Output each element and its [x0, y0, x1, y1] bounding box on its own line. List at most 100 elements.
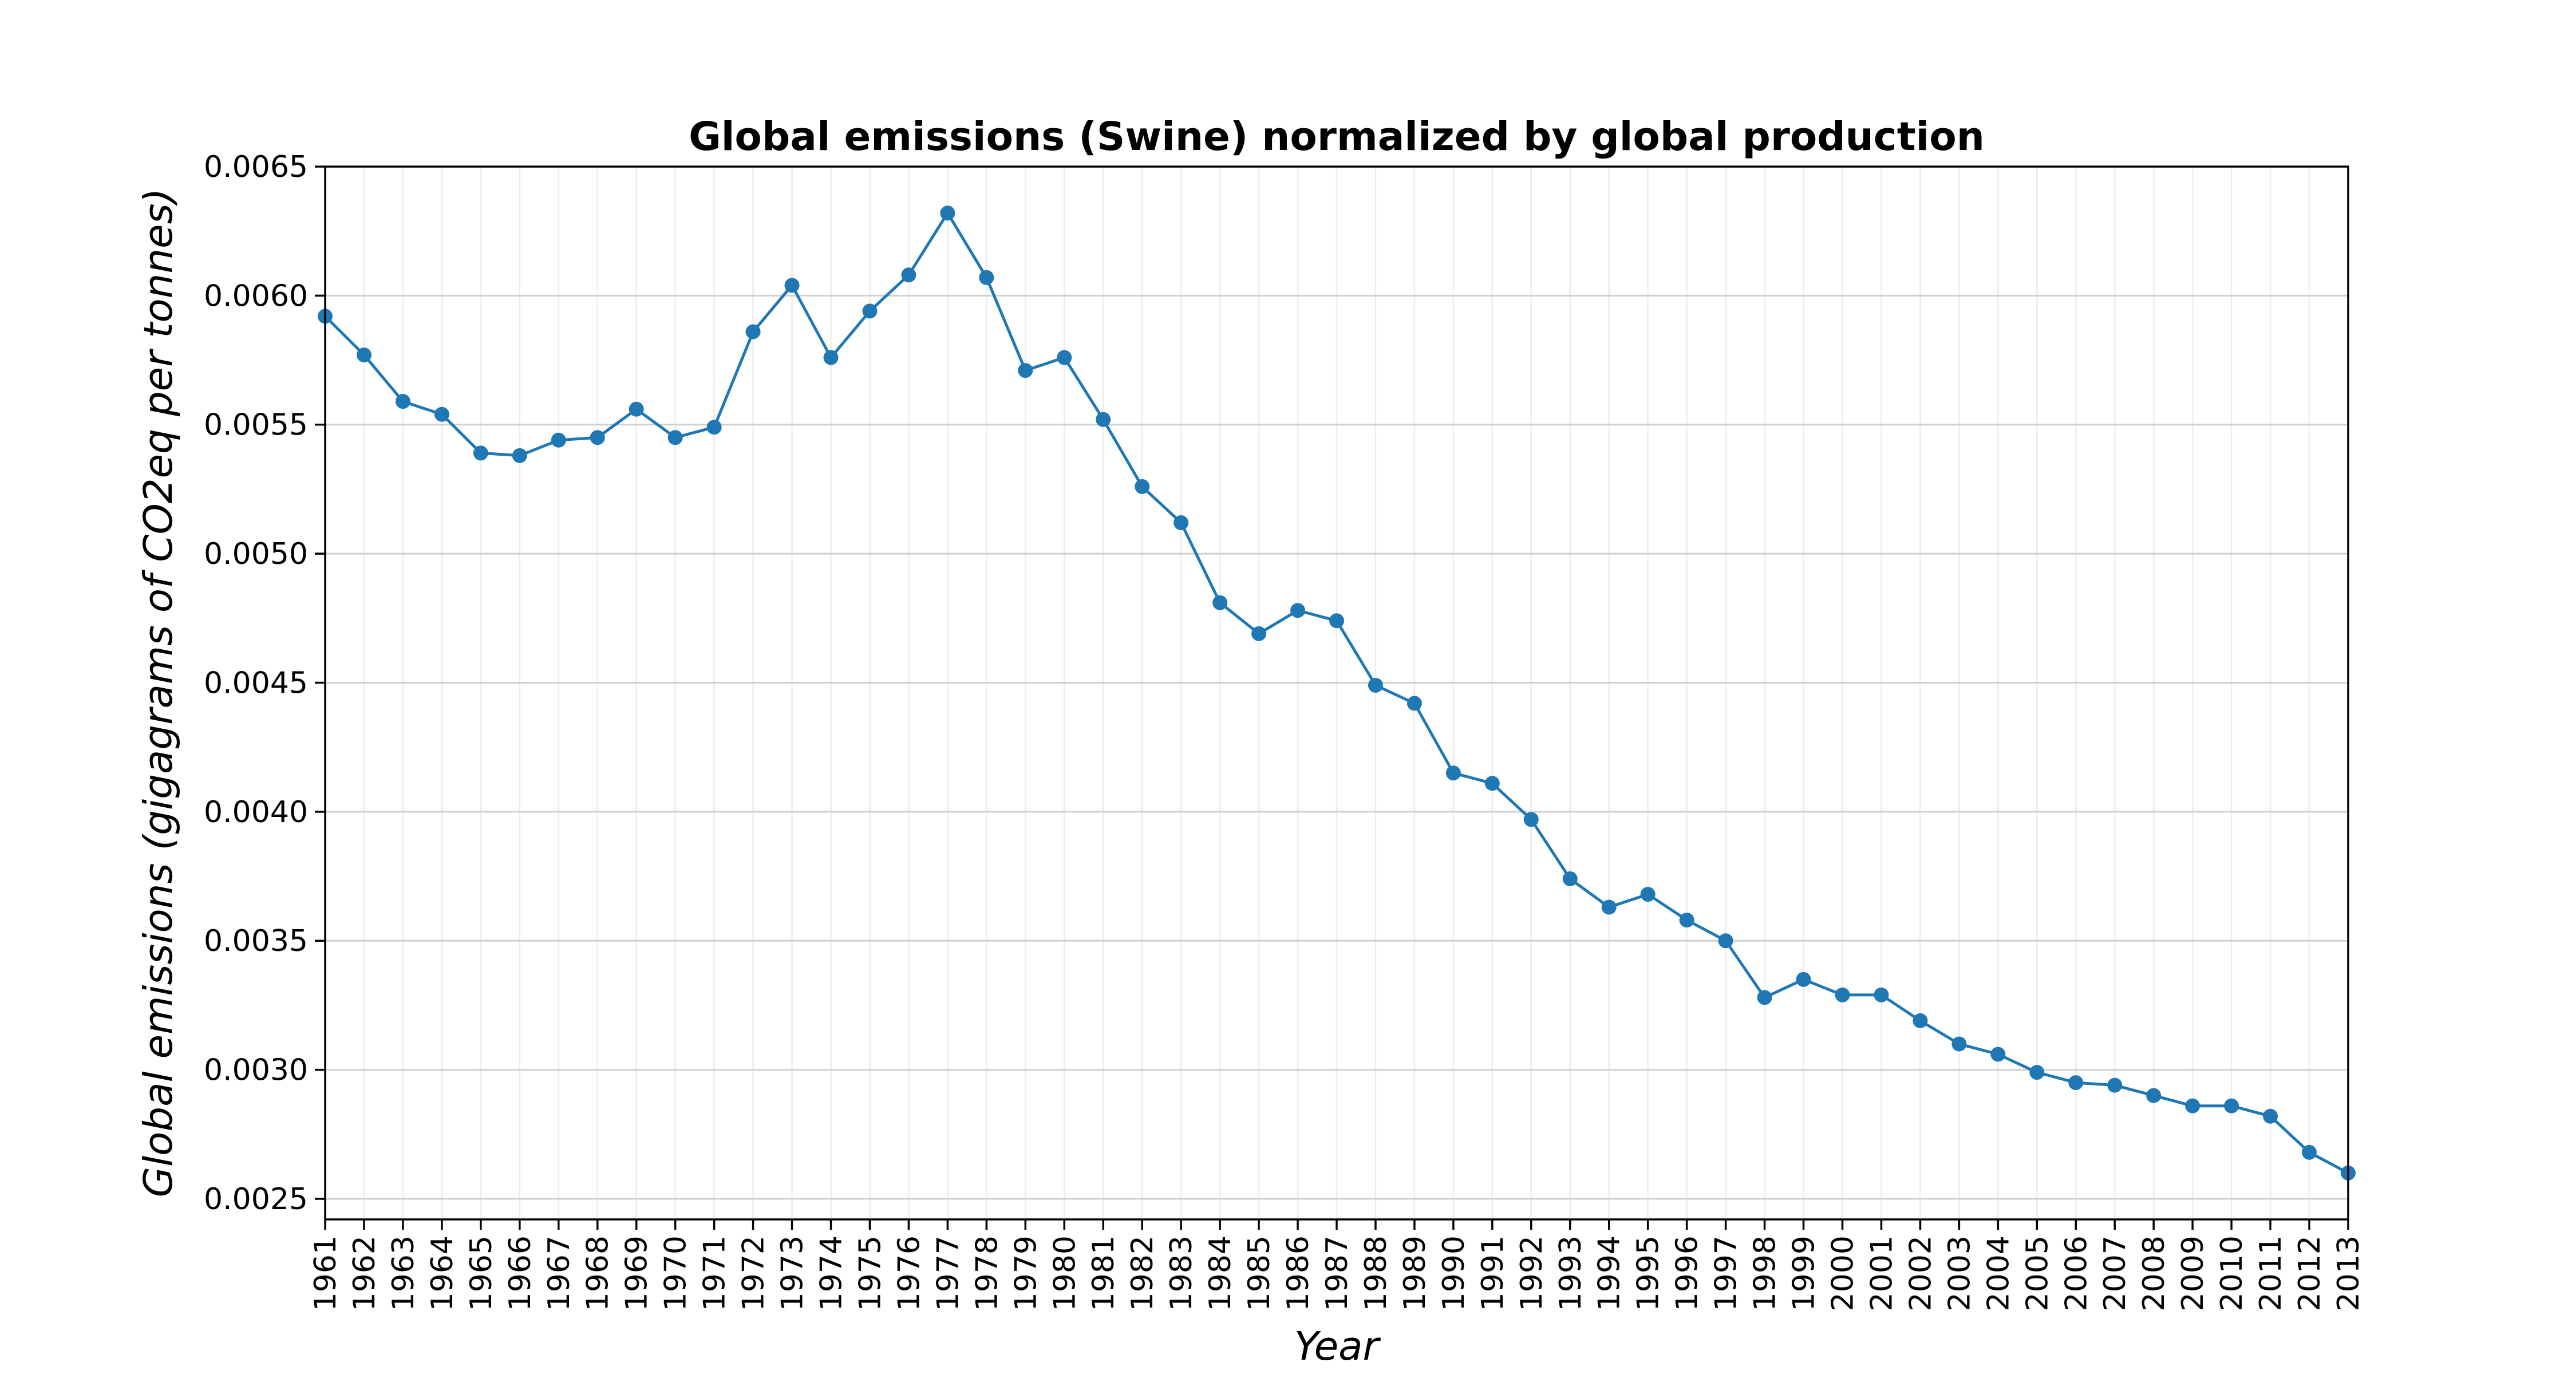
x-tick-label: 1979 — [1009, 1235, 1043, 1311]
data-point — [940, 206, 955, 221]
x-axis-label: Year — [1294, 1324, 1381, 1369]
data-point — [1874, 987, 1889, 1002]
data-point — [1601, 899, 1617, 915]
x-tick-label: 2010 — [2215, 1235, 2249, 1311]
x-tick-label: 1970 — [659, 1235, 693, 1311]
x-tick-label: 1976 — [892, 1235, 926, 1311]
data-point — [1096, 412, 1111, 427]
x-tick-label: 2006 — [2059, 1235, 2093, 1311]
data-point — [1445, 765, 1461, 781]
y-axis: 0.0025 0.0030 0.0035 0.0040 0.0045 0.0050 0.00… — [204, 150, 325, 1217]
data-point — [629, 401, 644, 417]
x-tick-label: 1963 — [386, 1235, 421, 1311]
x-tick-label: 1989 — [1398, 1235, 1432, 1311]
data-point — [356, 348, 372, 363]
x-tick-label: 1998 — [1748, 1235, 1783, 1311]
data-point — [2302, 1144, 2317, 1160]
x-tick-label: 1984 — [1203, 1235, 1238, 1311]
x-tick-label: 2001 — [1864, 1235, 1899, 1311]
data-point — [1562, 871, 1578, 887]
data-point — [667, 430, 683, 445]
y-tick-label: 0.0040 — [204, 795, 308, 830]
x-tick-label: 1967 — [542, 1235, 576, 1311]
data-point — [1718, 933, 1733, 949]
x-tick-label: 1983 — [1164, 1235, 1199, 1311]
x-tick-label: 2004 — [1981, 1235, 2016, 1311]
data-point — [1835, 987, 1850, 1002]
data-point — [1057, 350, 1072, 365]
data-point — [1368, 677, 1383, 693]
x-tick-label: 1974 — [815, 1235, 849, 1311]
x-tick-label: 1962 — [347, 1235, 382, 1311]
y-tick-label: 0.0050 — [204, 537, 308, 571]
x-tick-label: 2002 — [1903, 1235, 1938, 1311]
x-axis: 1961 1962 1963 1964 1965 1966 1967 1968 1969 1970… — [309, 1219, 2366, 1311]
data-point — [2224, 1098, 2239, 1114]
data-point — [395, 394, 410, 409]
data-point — [901, 267, 916, 283]
data-point — [1406, 696, 1422, 711]
data-point — [473, 445, 488, 461]
series-layer — [318, 206, 2356, 1180]
x-tick-label: 1972 — [737, 1235, 771, 1311]
x-tick-label: 1995 — [1631, 1235, 1666, 1311]
data-point — [2185, 1098, 2200, 1114]
x-tick-label: 1982 — [1125, 1235, 1160, 1311]
data-point — [1796, 972, 1811, 987]
x-tick-label: 1975 — [853, 1235, 887, 1311]
data-point — [1135, 479, 1150, 494]
x-tick-label: 2008 — [2137, 1235, 2171, 1311]
chart-title: Global emissions (Swine) normalized by g… — [689, 114, 1985, 160]
data-point — [784, 278, 800, 293]
data-point — [1640, 887, 1656, 902]
data-point — [1757, 990, 1772, 1005]
y-tick-label: 0.0025 — [204, 1182, 308, 1217]
x-tick-label: 2000 — [1826, 1235, 1860, 1311]
x-tick-label: 1986 — [1281, 1235, 1315, 1311]
data-point — [2029, 1065, 2045, 1080]
x-tick-label: 2009 — [2176, 1235, 2210, 1311]
x-tick-label: 1996 — [1670, 1235, 1705, 1311]
x-tick-label: 2011 — [2254, 1235, 2288, 1311]
x-tick-label: 1977 — [931, 1235, 965, 1311]
x-tick-label: 1987 — [1320, 1235, 1354, 1311]
data-point — [551, 432, 566, 448]
x-tick-label: 1969 — [620, 1235, 654, 1311]
data-point — [590, 430, 605, 445]
x-tick-label: 2013 — [2332, 1235, 2366, 1311]
x-tick-label: 1994 — [1593, 1235, 1627, 1311]
data-point — [1484, 776, 1500, 791]
x-tick-label: 1965 — [464, 1235, 499, 1311]
x-tick-label: 1991 — [1476, 1235, 1510, 1311]
x-tick-label: 1981 — [1086, 1235, 1121, 1311]
y-axis-label: Global emissions (gigagrams of CO2eq per… — [136, 188, 181, 1198]
data-point — [1990, 1047, 2006, 1062]
x-tick-label: 1985 — [1242, 1235, 1277, 1311]
y-tick-label: 0.0060 — [204, 279, 308, 313]
data-point — [512, 448, 527, 463]
y-tick-label: 0.0035 — [204, 924, 308, 958]
x-tick-label: 1973 — [776, 1235, 810, 1311]
x-tick-label: 1988 — [1359, 1235, 1393, 1311]
y-tick-label: 0.0065 — [204, 150, 308, 184]
data-point — [1251, 626, 1267, 641]
data-point — [1290, 603, 1306, 618]
x-tick-label: 1966 — [503, 1235, 538, 1311]
data-point — [1018, 363, 1033, 378]
data-point — [2068, 1075, 2084, 1091]
data-point — [1951, 1036, 1967, 1052]
x-tick-label: 2005 — [2020, 1235, 2055, 1311]
x-tick-label: 1971 — [698, 1235, 732, 1311]
x-tick-label: 2012 — [2293, 1235, 2327, 1311]
data-point — [1174, 515, 1189, 531]
data-point — [1523, 812, 1539, 827]
data-point — [745, 324, 761, 339]
x-tick-label: 1964 — [425, 1235, 460, 1311]
y-tick-label: 0.0055 — [204, 408, 308, 443]
data-point — [1913, 1013, 1928, 1028]
x-tick-label: 1990 — [1437, 1235, 1471, 1311]
y-tick-label: 0.0045 — [204, 666, 308, 700]
data-point — [1329, 613, 1344, 629]
data-point — [2146, 1088, 2162, 1103]
